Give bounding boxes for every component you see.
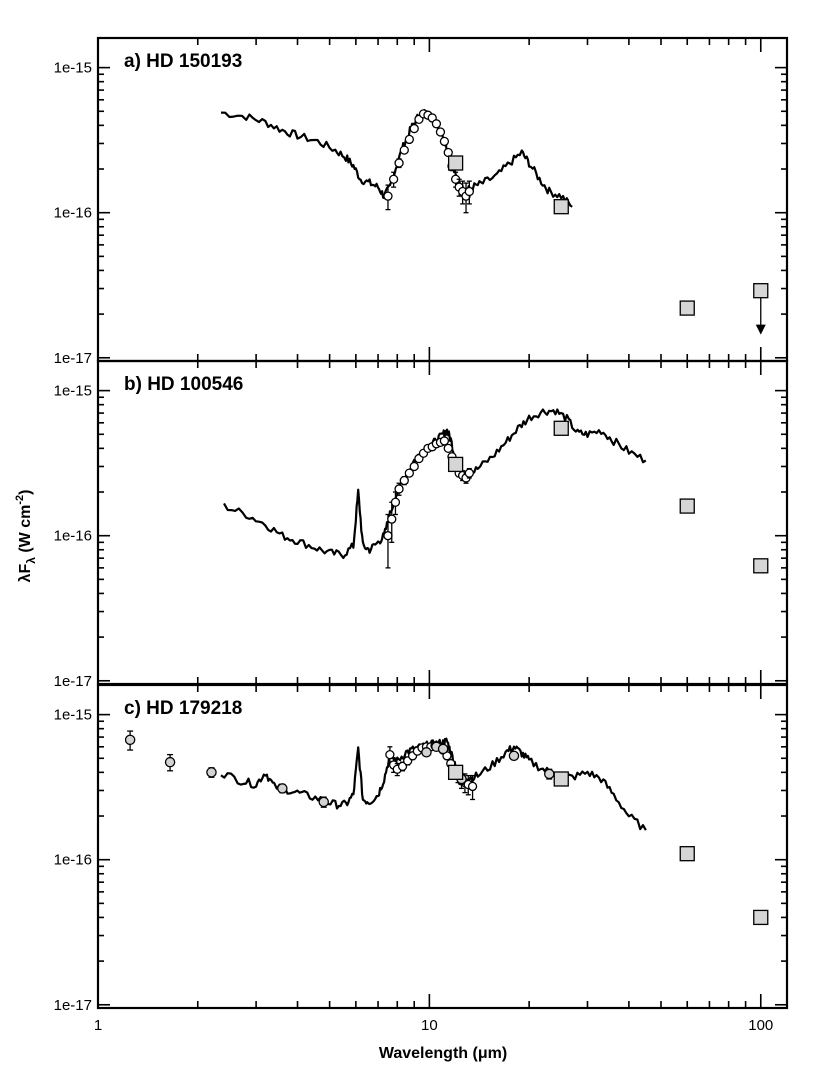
photometry-point bbox=[397, 761, 408, 771]
iras-point bbox=[679, 498, 695, 514]
photometry-point bbox=[385, 749, 395, 760]
y-tick-label: 1e-17 bbox=[54, 673, 92, 690]
photometry-point bbox=[387, 514, 397, 524]
panel-label: b) HD 100546 bbox=[124, 374, 243, 395]
photometry-point bbox=[399, 475, 409, 486]
plot-area bbox=[220, 108, 573, 214]
iras-point bbox=[753, 283, 769, 299]
iras-point bbox=[553, 199, 569, 215]
photometry-point bbox=[409, 123, 419, 134]
photometry-point bbox=[435, 127, 446, 137]
photometry-point bbox=[443, 147, 453, 158]
iras-point bbox=[679, 846, 695, 862]
broadband-point bbox=[164, 756, 176, 768]
photometry-point bbox=[467, 781, 478, 792]
iras-point bbox=[679, 300, 695, 316]
broadband-point bbox=[508, 750, 520, 762]
photometry-point bbox=[409, 461, 419, 472]
photometry-point bbox=[399, 145, 409, 155]
photometry-point bbox=[394, 158, 404, 168]
photometry-point bbox=[464, 186, 474, 197]
photometry-point bbox=[390, 497, 401, 507]
x-tick-label: 10 bbox=[421, 1017, 438, 1034]
photometry-point bbox=[464, 468, 474, 478]
panel-frame bbox=[96, 683, 789, 1010]
photometry-point bbox=[404, 468, 414, 478]
broadband-point bbox=[206, 767, 217, 778]
photometry-point bbox=[443, 443, 453, 453]
panel-label: c) HD 179218 bbox=[124, 698, 242, 719]
iras-point bbox=[753, 909, 769, 926]
y-tick-label: 1e-15 bbox=[54, 383, 92, 400]
y-tick-label: 1e-15 bbox=[54, 60, 92, 77]
y-axis-label: λFλ (W cm-2) bbox=[14, 490, 38, 583]
broadband-point bbox=[437, 743, 449, 755]
y-axis-title: λFλ (W cm-2) bbox=[14, 490, 38, 583]
photometry-point bbox=[388, 174, 399, 184]
broadband-point bbox=[277, 783, 288, 794]
panel-frame bbox=[96, 359, 789, 686]
iras-point bbox=[553, 771, 569, 787]
photometry-point bbox=[383, 191, 393, 201]
y-tick-label: 1e-16 bbox=[54, 528, 92, 545]
iras-point bbox=[447, 155, 464, 171]
x-tick-label: 1 bbox=[94, 1017, 102, 1034]
panel-label: a) HD 150193 bbox=[124, 51, 242, 72]
photometry-point bbox=[439, 136, 450, 147]
photometry-point bbox=[404, 134, 414, 145]
y-tick-label: 1e-15 bbox=[54, 707, 92, 724]
panel-2: 1e-17 1e-16 1e-15 b) HD 100546 bbox=[54, 359, 789, 690]
photometry-point bbox=[383, 531, 393, 541]
broadband-point bbox=[124, 734, 136, 746]
iras-point bbox=[753, 558, 769, 574]
photometry-point bbox=[439, 436, 450, 446]
photometry-point bbox=[431, 119, 442, 129]
plot-area bbox=[223, 408, 647, 569]
y-tick-label: 1e-17 bbox=[54, 350, 92, 367]
y-tick-label: 1e-17 bbox=[54, 997, 92, 1014]
panel-1: 1e-17 1e-16 1e-15 a) HD 150193 bbox=[54, 36, 789, 367]
spectrum-line bbox=[223, 408, 647, 560]
x-axis-label: Wavelength (μm) bbox=[379, 1045, 507, 1062]
broadband-point bbox=[544, 768, 555, 780]
arrow-head bbox=[755, 324, 766, 335]
plot-area bbox=[124, 730, 647, 831]
y-tick-label: 1e-16 bbox=[54, 852, 92, 869]
broadband-point bbox=[421, 747, 432, 758]
panel-3: 1e-17 1e-16 1e-15 c) HD 179218 1 10 100 bbox=[54, 683, 789, 1034]
x-tick-label: 100 bbox=[748, 1017, 773, 1034]
y-tick-label: 1e-16 bbox=[54, 205, 92, 222]
iras-point bbox=[447, 764, 464, 780]
photometry-point bbox=[394, 484, 404, 494]
iras-point bbox=[447, 456, 464, 473]
iras-point bbox=[553, 420, 569, 436]
broadband-point bbox=[318, 796, 330, 808]
